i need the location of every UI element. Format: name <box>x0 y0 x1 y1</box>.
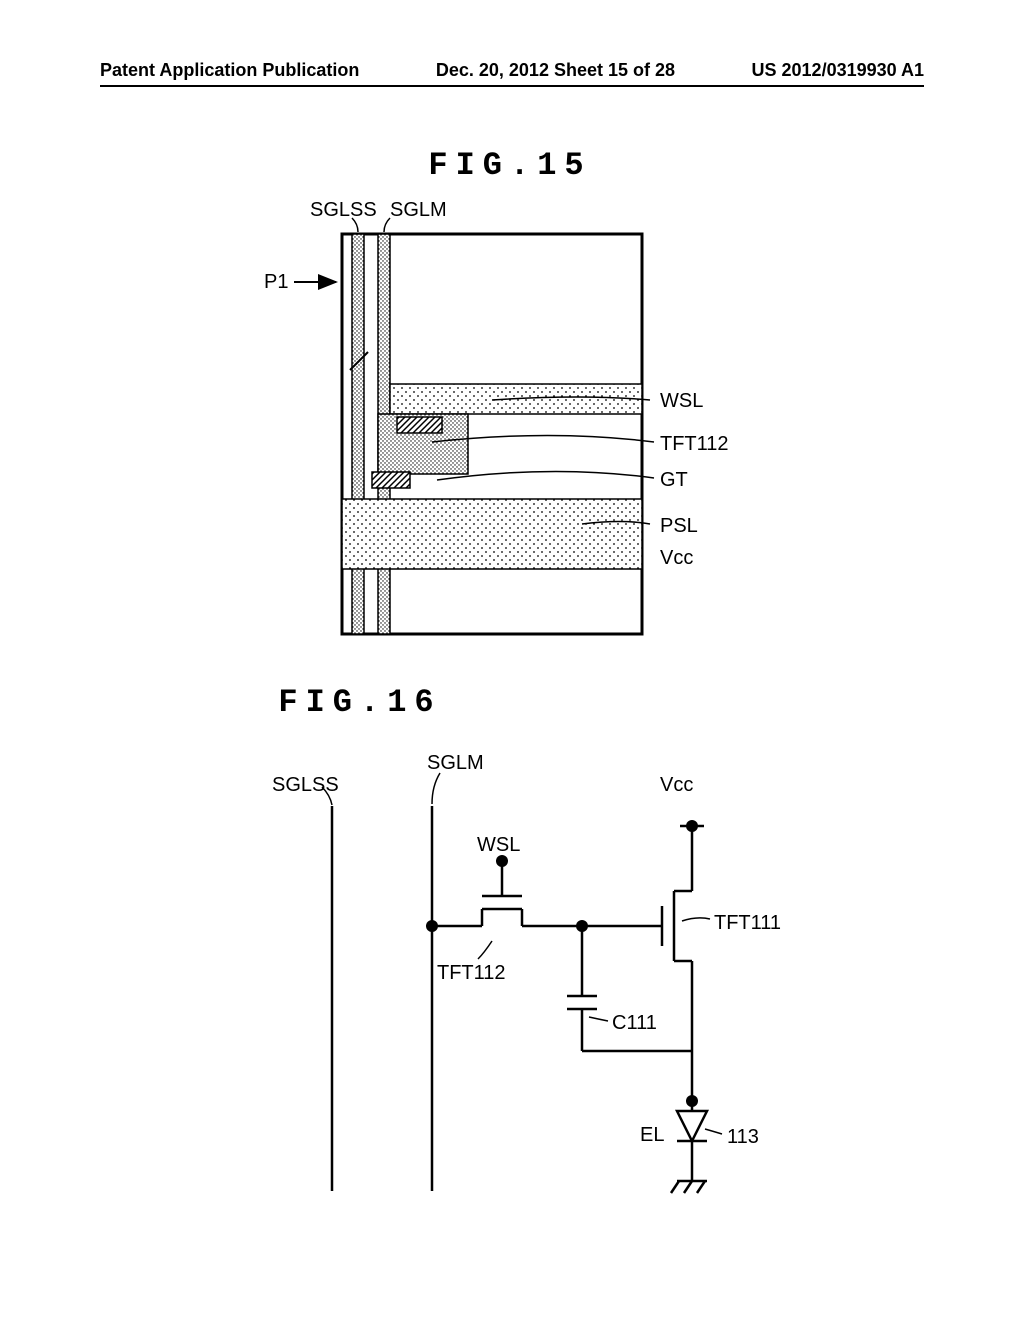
label-vcc-16: Vcc <box>660 774 693 796</box>
label-wsl-16: WSL <box>477 834 520 856</box>
gt-hatch-bottom <box>372 472 410 488</box>
header-right: US 2012/0319930 A1 <box>752 60 924 81</box>
gt-hatch-top <box>397 417 442 433</box>
gt-leader <box>437 471 654 480</box>
label-tft112-16: TFT112 <box>437 962 506 984</box>
header-mid: Dec. 20, 2012 Sheet 15 of 28 <box>436 60 675 81</box>
fig15-title: FIG.15 <box>320 147 700 184</box>
label-sglss: SGLSS <box>310 199 377 221</box>
fig16-circuit: SGLSS SGLM Vcc WSL TFT112 TFT111 C111 EL… <box>182 731 842 1231</box>
label-gt: GT <box>660 469 688 491</box>
label-sglm-16: SGLM <box>427 752 484 774</box>
page-container: Patent Application Publication Dec. 20, … <box>0 0 1024 1320</box>
label-113-16: 113 <box>727 1126 759 1148</box>
page-header: Patent Application Publication Dec. 20, … <box>100 60 924 87</box>
fig16-title: FIG.16 <box>170 684 550 721</box>
label-vcc: Vcc <box>660 547 693 569</box>
label-tft111-16: TFT111 <box>714 912 781 934</box>
fig15-diagram: SGLSS SGLM P1 WSL TFT112 GT PSL Vcc <box>232 194 792 644</box>
label-el-16: EL <box>640 1124 664 1146</box>
label-wsl: WSL <box>660 390 703 412</box>
psl-rect <box>342 499 642 569</box>
sglss-line <box>352 234 364 634</box>
label-psl: PSL <box>660 515 698 537</box>
label-tft112: TFT112 <box>660 433 729 455</box>
label-sglm: SGLM <box>390 199 447 221</box>
header-left: Patent Application Publication <box>100 60 359 81</box>
label-p1: P1 <box>264 271 288 293</box>
label-c111-16: C111 <box>612 1012 657 1034</box>
label-sglss-16: SGLSS <box>272 774 339 796</box>
